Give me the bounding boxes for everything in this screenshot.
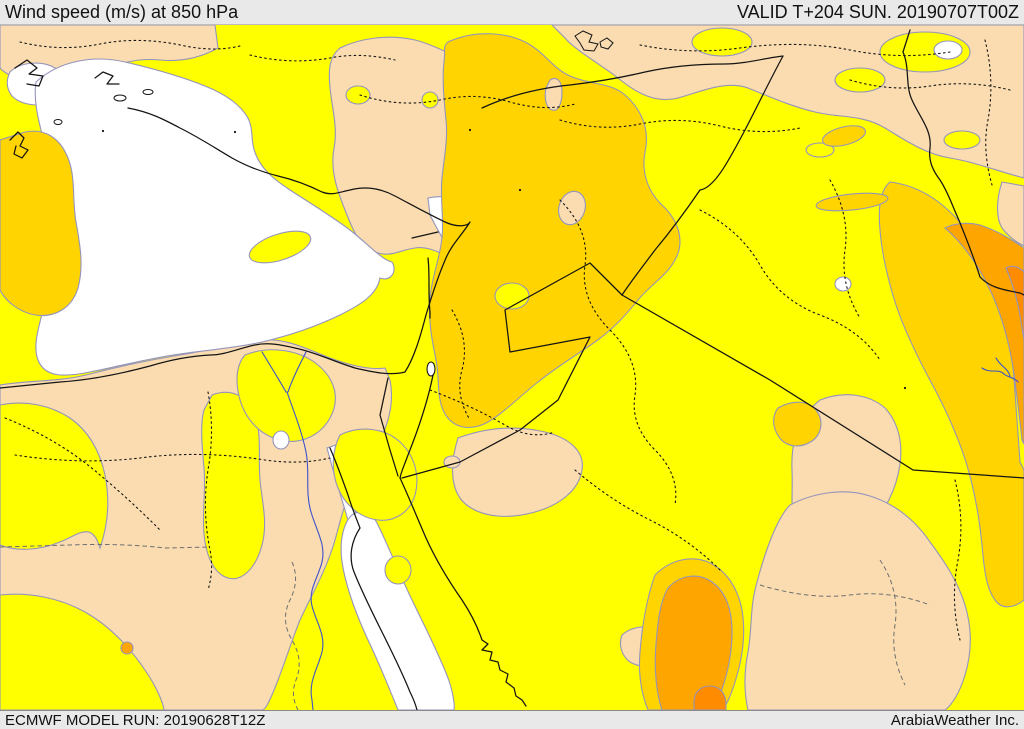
- admin-boundaries: [0, 39, 1011, 710]
- footer-bar: ECMWF MODEL RUN: 20190628T12Z ArabiaWeat…: [0, 710, 1024, 729]
- coastlines-and-borders: [0, 29, 1024, 710]
- wind-band-regions: [0, 25, 1024, 710]
- header-bar: Wind speed (m/s) at 850 hPa VALID T+204 …: [0, 0, 1024, 25]
- model-run-label: ECMWF MODEL RUN: 20190628T12Z: [5, 711, 266, 729]
- valid-time-label: VALID T+204 SUN. 20190707T00Z: [736, 2, 1019, 22]
- credit-label: ArabiaWeather Inc.: [890, 711, 1019, 729]
- rivers: [261, 351, 1019, 710]
- map-title: Wind speed (m/s) at 850 hPa: [5, 2, 239, 22]
- wind-speed-map: [0, 25, 1024, 710]
